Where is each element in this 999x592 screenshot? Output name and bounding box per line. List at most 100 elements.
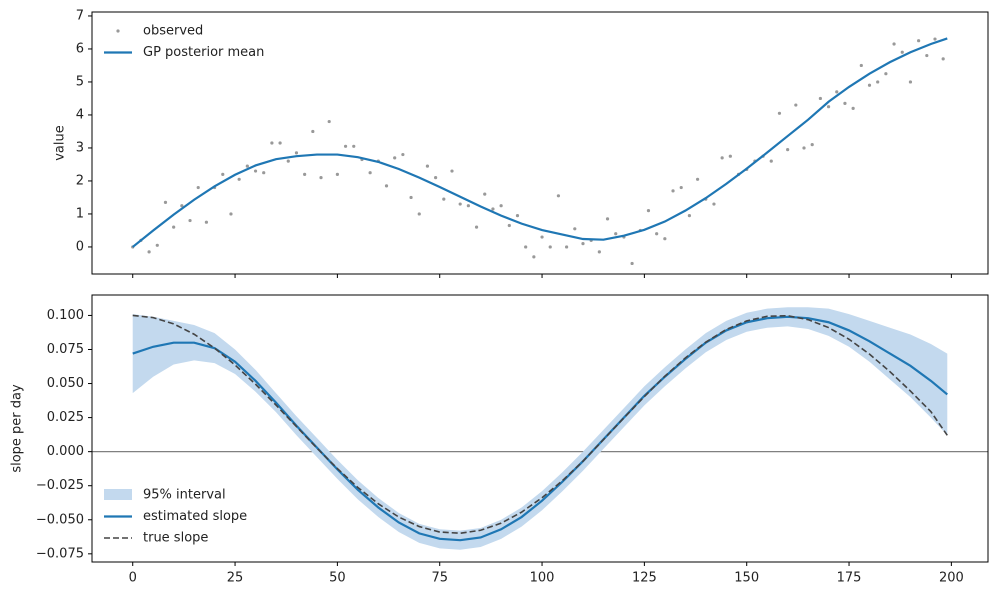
y-axis-label: value [53, 125, 68, 161]
y-tick-label: 0.050 [47, 376, 84, 391]
y-tick-label: 0.000 [47, 444, 84, 459]
y-tick-label: 0.025 [47, 410, 84, 425]
observed-point [278, 141, 282, 145]
observed-point [573, 227, 577, 231]
observed-point [908, 80, 913, 84]
legend-label: GP posterior mean [143, 45, 264, 60]
observed-point [188, 218, 192, 223]
legend-label: true slope [143, 531, 208, 546]
observed-point [597, 250, 601, 254]
observed-point [810, 143, 814, 147]
y-tick-label: 1 [76, 206, 84, 221]
observed-point [826, 105, 831, 109]
observed-point [311, 129, 315, 134]
x-tick-label: 75 [431, 571, 448, 586]
observed-point [474, 225, 479, 229]
observed-point [777, 111, 782, 115]
observed-point [458, 202, 462, 206]
observed-point [720, 156, 724, 160]
observed-point [540, 235, 544, 239]
observed-point [352, 144, 356, 148]
observed-point [794, 103, 798, 107]
observed-point [679, 185, 683, 190]
observed-point [343, 144, 348, 148]
x-tick-label: 25 [227, 571, 244, 586]
observed-point [507, 223, 511, 228]
y-tick-label: 7 [76, 8, 84, 23]
y-tick-label: 2 [76, 173, 84, 188]
observed-point [483, 192, 487, 196]
observed-point [393, 156, 397, 160]
observed-point [646, 209, 651, 213]
observed-point [925, 53, 929, 58]
observed-point [286, 159, 290, 163]
observed-point [253, 169, 258, 173]
observed-point [229, 212, 233, 216]
observed-point [802, 146, 806, 150]
plot-area [92, 307, 988, 550]
observed-point [835, 90, 839, 94]
observed-point [843, 101, 847, 106]
legend: 95% interval estimated slope true slope [104, 488, 247, 546]
observed-point [319, 176, 323, 180]
observed-point [867, 83, 872, 87]
observed-point [917, 39, 921, 43]
observed-point [262, 171, 266, 175]
y-tick-label: 0.100 [47, 308, 84, 323]
observed-point [409, 195, 413, 200]
observed-point [327, 119, 331, 124]
x-tick-label: 125 [632, 571, 657, 586]
observed-point [556, 194, 561, 198]
y-tick-label: 0 [76, 239, 84, 254]
y-tick-label: −0.050 [36, 512, 84, 527]
y-axis-label: slope per day [10, 384, 25, 473]
observed-point [442, 197, 446, 201]
observed-point [851, 106, 855, 110]
observed-point [769, 159, 773, 163]
x-tick-label: 100 [530, 571, 555, 586]
y-tick-label: 3 [76, 140, 84, 155]
y-tick-label: −0.025 [36, 478, 84, 493]
observed-point [401, 152, 405, 157]
observed-point [687, 213, 692, 218]
observed-point [884, 72, 888, 76]
observed-point [786, 147, 790, 152]
observed-point [605, 217, 610, 221]
series-line [132, 314, 948, 535]
observed-point [155, 243, 159, 247]
axes-frame [91, 294, 989, 563]
y-tick-label: 4 [76, 107, 84, 122]
observed-point [671, 189, 675, 193]
observed-point [245, 164, 249, 168]
observed-point [548, 245, 552, 249]
observed-point [663, 237, 667, 241]
observed-point [876, 80, 880, 84]
legend-label: 95% interval [143, 488, 226, 503]
observed-point [450, 169, 454, 173]
observed-point [204, 220, 209, 224]
observed-point [303, 172, 307, 176]
observed-point [712, 202, 716, 206]
observed-point [368, 171, 372, 175]
observed-point [892, 42, 896, 46]
observed-point [630, 261, 634, 266]
observed-point [270, 141, 274, 145]
x-tick-label: 200 [939, 571, 964, 586]
observed-point [614, 232, 618, 236]
observed-point [655, 232, 659, 236]
observed-point [565, 245, 569, 249]
observed-point [581, 242, 585, 246]
observed-point [524, 245, 528, 249]
observed-point [335, 172, 339, 176]
observed-point [859, 63, 863, 68]
x-tick-label: 175 [837, 571, 862, 586]
y-tick-label: 0.075 [47, 342, 84, 357]
observed-point [221, 172, 225, 176]
axes: 0.100 0.075 0.050 0.025 0.000 −0.025 −0.050 −0.… [10, 294, 989, 586]
y-tick-label: −0.075 [36, 546, 84, 561]
observed-point [237, 177, 241, 181]
y-tick-label: 6 [76, 41, 84, 56]
legend: observed GP posterior mean [104, 24, 264, 60]
axes: 0 1 2 3 4 5 6 7 value observed GP posterior mean [53, 8, 989, 278]
